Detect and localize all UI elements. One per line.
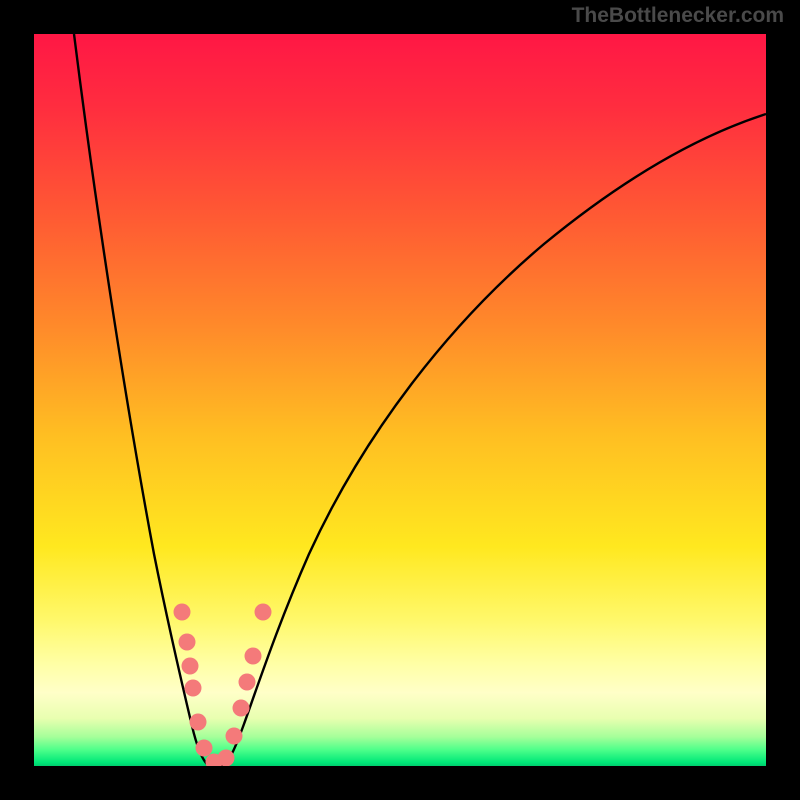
watermark-text: TheBottlenecker.com <box>572 4 784 28</box>
data-dot <box>185 680 202 697</box>
chart-outer: TheBottlenecker.com <box>0 0 800 800</box>
chart-svg <box>34 34 766 766</box>
data-dot <box>226 728 243 745</box>
data-dot <box>190 714 207 731</box>
data-dot <box>239 674 256 691</box>
data-dot <box>179 634 196 651</box>
data-dot <box>233 700 250 717</box>
data-dot <box>218 750 235 767</box>
data-dot <box>245 648 262 665</box>
data-dot <box>196 740 213 757</box>
data-dot <box>255 604 272 621</box>
data-dot <box>182 658 199 675</box>
plot-area <box>34 34 766 766</box>
data-dot <box>174 604 191 621</box>
